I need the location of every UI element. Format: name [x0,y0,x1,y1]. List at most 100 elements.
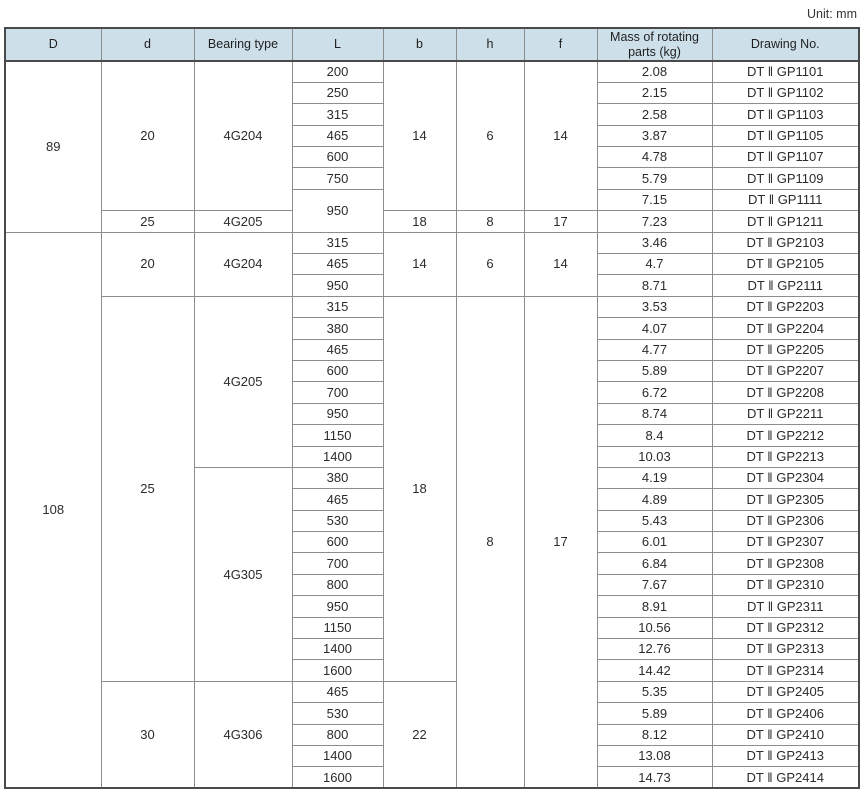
cell-mass: 2.15 [596,81,713,105]
cell-L: 700 [291,552,384,575]
table-row: 950 8.74 DT ‖ GP2211 [5,402,860,426]
table-row: 465 4.89 DT ‖ GP2305 [5,488,860,511]
cell-mass: 3.53 [596,295,713,319]
cell-drawing-no: DT ‖ GP1103 [711,103,860,126]
cell-d: 30 [100,680,195,789]
cell-D: 89 [4,60,102,233]
column-header-h: h [455,27,525,62]
cell-drawing-no: DT ‖ GP2314 [711,659,860,682]
cell-b: 14 [382,231,457,297]
cell-mass: 6.72 [596,381,713,404]
cell-mass: 12.76 [596,638,713,661]
cell-mass: 10.03 [596,445,713,468]
table-row: 1400 13.08 DT ‖ GP2413 [5,744,860,768]
cell-L: 800 [291,573,384,597]
table-row: 950 7.15 DT ‖ GP1111 [5,188,860,233]
cell-mass: 7.23 [596,210,713,233]
table-row: 25 4G205 315 18 8 17 3.53 DT ‖ GP2203 [5,295,860,789]
column-header-L: L [291,27,384,62]
cell-mass: 10.56 [596,616,713,640]
table-row: 1400 12.76 DT ‖ GP2313 [5,638,860,661]
table-row: 89 20 4G204 200 14 6 14 2.08 DT ‖ GP1101 [4,60,860,233]
cell-L: 380 [291,466,384,490]
cell-h: 8 [455,210,525,233]
cell-mass: 4.78 [596,146,713,169]
cell-drawing-no: DT ‖ GP2414 [711,766,860,789]
cell-drawing-no: DT ‖ GP2205 [711,338,860,361]
cell-L: 1400 [291,445,384,468]
cell-mass: 3.46 [596,231,713,255]
table-row: 1600 14.73 DT ‖ GP2414 [5,766,860,789]
cell-L: 1150 [291,424,384,447]
cell-drawing-no: DT ‖ GP2204 [711,317,860,340]
cell-L: 465 [291,488,384,511]
table-row: 700 6.72 DT ‖ GP2208 [5,381,860,404]
cell-f: 14 [523,231,598,297]
cell-mass: 8.4 [596,424,713,447]
cell-mass: 8.12 [596,723,713,747]
cell-mass: 5.35 [596,680,713,704]
cell-L: 530 [291,509,384,533]
cell-L: 315 [291,103,384,126]
table-row: 800 7.67 DT ‖ GP2310 [5,573,860,597]
table-row: 315 2.58 DT ‖ GP1103 [5,103,860,126]
cell-L: 600 [291,531,384,554]
cell-f: 17 [523,210,598,233]
cell-bearing-type: 4G306 [193,680,293,789]
cell-D: 108 [4,231,102,789]
cell-L: 950 [291,274,384,297]
cell-mass: 2.08 [596,60,713,83]
cell-drawing-no: DT ‖ GP2111 [711,274,860,297]
column-header-bearing-type: Bearing type [193,27,293,62]
column-header-b: b [382,27,457,62]
cell-mass: 8.74 [596,402,713,426]
cell-L: 1400 [291,638,384,661]
cell-f: 17 [523,295,598,789]
cell-L: 1150 [291,616,384,640]
table-row: 30 4G306 465 22 5.35 DT ‖ GP2405 [5,680,860,789]
table-row: 25 4G205 18 8 17 7.23 DT ‖ GP1211 [5,210,860,233]
cell-h: 8 [455,295,525,789]
table-row: 1150 8.4 DT ‖ GP2212 [5,424,860,447]
table-row: 108 20 4G204 315 14 6 14 3.46 DT ‖ GP2103 [4,231,860,789]
cell-mass: 14.73 [596,766,713,789]
cell-drawing-no: DT ‖ GP1111 [711,188,860,212]
column-header-d: d [100,27,195,62]
cell-drawing-no: DT ‖ GP2213 [711,445,860,468]
cell-mass: 4.7 [596,253,713,276]
table-row: 600 6.01 DT ‖ GP2307 [5,531,860,554]
cell-h: 6 [455,231,525,297]
cell-drawing-no: DT ‖ GP1211 [711,210,860,233]
table-row: 750 5.79 DT ‖ GP1109 [5,167,860,190]
table-row: 1400 10.03 DT ‖ GP2213 [5,445,860,468]
cell-L: 315 [291,231,384,255]
table-row: 530 5.43 DT ‖ GP2306 [5,509,860,533]
cell-b: 18 [382,210,457,233]
cell-mass: 4.07 [596,317,713,340]
cell-L: 465 [291,253,384,276]
cell-L: 700 [291,381,384,404]
cell-L: 1600 [291,766,384,789]
cell-b: 22 [382,680,457,789]
cell-mass: 2.58 [596,103,713,126]
cell-mass: 4.77 [596,338,713,361]
cell-f: 14 [523,60,598,212]
cell-d: 25 [100,295,195,682]
cell-L: 465 [291,338,384,361]
cell-mass: 8.91 [596,595,713,618]
cell-L: 600 [291,359,384,383]
cell-bearing-type: 4G205 [193,295,293,468]
cell-drawing-no: DT ‖ GP2203 [711,295,860,319]
cell-L: 200 [291,60,384,83]
cell-bearing-type: 4G204 [193,231,293,297]
cell-drawing-no: DT ‖ GP2410 [711,723,860,747]
cell-bearing-type: 4G205 [193,210,293,233]
table-row: 800 8.12 DT ‖ GP2410 [5,723,860,747]
cell-mass: 4.19 [596,466,713,490]
cell-bearing-type: 4G305 [193,466,293,682]
table-row: 950 8.91 DT ‖ GP2311 [5,595,860,618]
cell-L: 750 [291,167,384,190]
cell-drawing-no: DT ‖ GP1105 [711,124,860,148]
